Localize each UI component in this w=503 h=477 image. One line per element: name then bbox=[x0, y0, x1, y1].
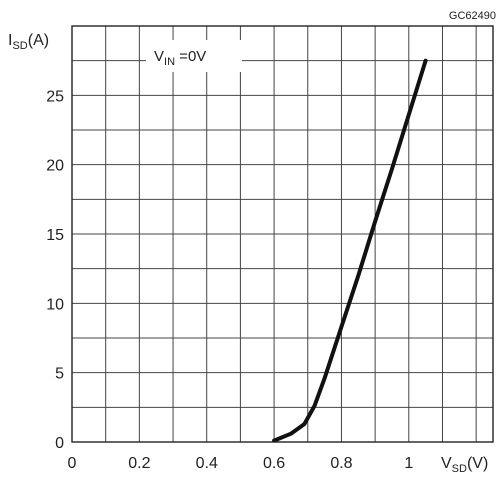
annotation-rest: =0V bbox=[175, 48, 206, 65]
x-axis-label-unit: (V) bbox=[467, 455, 488, 472]
y-axis-label-unit: (A) bbox=[28, 32, 49, 49]
annotation-main: V bbox=[154, 48, 164, 65]
y-tick-label: 20 bbox=[46, 158, 64, 175]
plot-frame bbox=[71, 25, 494, 443]
grid bbox=[72, 26, 493, 442]
series-layer bbox=[272, 58, 428, 443]
x-axis-label: VSD(V) bbox=[441, 455, 488, 475]
annotation: VIN =0V bbox=[154, 48, 206, 68]
y-tick-label: 0 bbox=[55, 435, 64, 452]
chart-code-label: GC62490 bbox=[449, 10, 496, 22]
y-axis-label: ISD(A) bbox=[8, 32, 49, 52]
annotation-background bbox=[146, 40, 242, 72]
y-tick-label: 10 bbox=[46, 296, 64, 313]
x-axis-label-sub: SD bbox=[452, 463, 467, 475]
y-axis-label-sub: SD bbox=[12, 40, 27, 52]
x-axis-label-main: V bbox=[441, 455, 452, 472]
annotation-sub: IN bbox=[164, 56, 175, 68]
x-tick-label: 0.4 bbox=[196, 455, 218, 472]
x-tick-label: 0.6 bbox=[263, 455, 285, 472]
y-tick-label: 15 bbox=[46, 227, 64, 244]
x-tick-label: 1 bbox=[404, 455, 413, 472]
x-tick-label: 0.2 bbox=[128, 455, 150, 472]
y-tick-label: 25 bbox=[46, 88, 64, 105]
x-tick-label: 0 bbox=[68, 455, 77, 472]
series-line bbox=[272, 58, 428, 443]
y-axis-label-main: I bbox=[8, 32, 12, 49]
y-tick-label: 5 bbox=[55, 366, 64, 383]
x-tick-label: 0.8 bbox=[330, 455, 352, 472]
